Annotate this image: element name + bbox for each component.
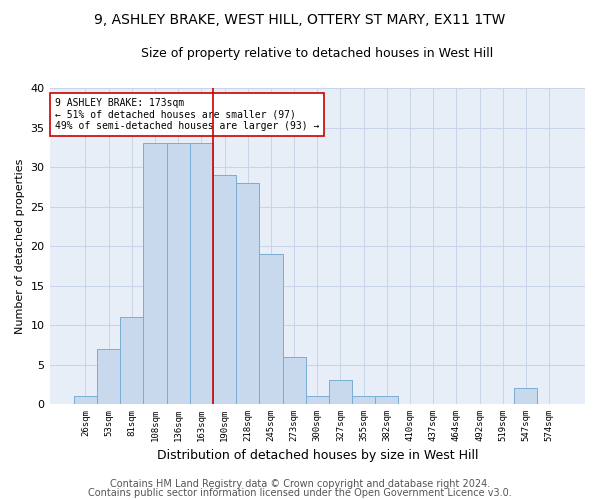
Bar	[329, 380, 352, 404]
Bar	[167, 144, 190, 404]
Y-axis label: Number of detached properties: Number of detached properties	[15, 158, 25, 334]
Bar	[305, 396, 329, 404]
Title: Size of property relative to detached houses in West Hill: Size of property relative to detached ho…	[141, 48, 493, 60]
Bar	[514, 388, 538, 404]
Text: Contains HM Land Registry data © Crown copyright and database right 2024.: Contains HM Land Registry data © Crown c…	[110, 479, 490, 489]
Text: Contains public sector information licensed under the Open Government Licence v3: Contains public sector information licen…	[88, 488, 512, 498]
Bar	[283, 356, 305, 404]
Bar	[143, 144, 167, 404]
Text: 9, ASHLEY BRAKE, WEST HILL, OTTERY ST MARY, EX11 1TW: 9, ASHLEY BRAKE, WEST HILL, OTTERY ST MA…	[94, 12, 506, 26]
Bar	[236, 183, 259, 404]
Bar	[97, 349, 120, 404]
Bar	[259, 254, 283, 404]
X-axis label: Distribution of detached houses by size in West Hill: Distribution of detached houses by size …	[157, 450, 478, 462]
Bar	[352, 396, 375, 404]
Bar	[190, 144, 213, 404]
Bar	[120, 317, 143, 404]
Bar	[213, 175, 236, 404]
Bar	[74, 396, 97, 404]
Bar	[375, 396, 398, 404]
Text: 9 ASHLEY BRAKE: 173sqm
← 51% of detached houses are smaller (97)
49% of semi-det: 9 ASHLEY BRAKE: 173sqm ← 51% of detached…	[55, 98, 319, 130]
